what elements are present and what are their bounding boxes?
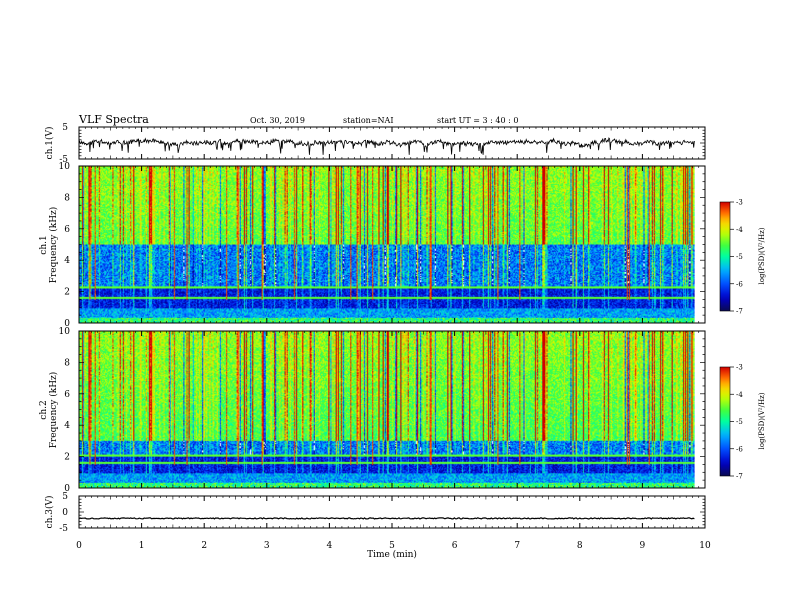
ch2-spectrogram-ytick-label: 10 bbox=[59, 327, 71, 337]
ch3-ytick-0: 0 bbox=[62, 508, 68, 518]
colorbar-tick-label: -6 bbox=[736, 445, 743, 453]
time-tick-label: 7 bbox=[514, 541, 520, 551]
ch2-spectrogram-ytick-label: 8 bbox=[64, 358, 70, 368]
ch1-spectrogram-image bbox=[79, 166, 705, 323]
ch2-colorbar-label: log(PSD)(V²/Hz) bbox=[758, 392, 766, 449]
ch3-waveform-series bbox=[78, 517, 695, 520]
colorbar-tick-label: -6 bbox=[736, 280, 743, 288]
time-axis-label: Time (min) bbox=[367, 549, 417, 560]
ch1-spectrogram-ytick-label: 10 bbox=[59, 162, 71, 172]
ch1-spectrogram-ytick-label: 4 bbox=[64, 256, 70, 266]
ch3-ytick-5: 5 bbox=[62, 492, 68, 502]
ch1-colorbar: -3 -4 -5 -6 -7 log(PSD)(V²/Hz) bbox=[719, 199, 766, 316]
colorbar-tick-label: -5 bbox=[736, 253, 743, 261]
header-station: station=NAI bbox=[343, 116, 393, 125]
ch1-ytick-neg5: -5 bbox=[59, 155, 68, 165]
ch1-spectrogram-ytick-label: 2 bbox=[64, 288, 70, 298]
header-date: Oct. 30, 2019 bbox=[250, 116, 305, 125]
colorbar-tick-label: -7 bbox=[736, 308, 743, 316]
ch2-spectrogram-panel: 0 2 4 6 8 10 ch.2 Frequency (kHz) bbox=[39, 327, 706, 494]
ch1-spectrogram-ylabel: Frequency (kHz) bbox=[48, 207, 59, 284]
ch2-spectrogram-ylabel: Frequency (kHz) bbox=[48, 372, 59, 449]
ch2-spectrogram-ytick-label: 6 bbox=[64, 390, 70, 400]
ch2-spectrogram-image bbox=[79, 331, 705, 488]
ch2-colorbar: -3 -4 -5 -6 -7 log(PSD)(V²/Hz) bbox=[719, 364, 766, 481]
ch1-waveform-panel: 5 -5 ch.1(V) bbox=[44, 123, 706, 165]
time-tick-label: 9 bbox=[640, 541, 646, 551]
ch3-waveform-ylabel: ch.3(V) bbox=[44, 496, 55, 529]
time-tick-label: 4 bbox=[327, 541, 333, 551]
header-start-time: start UT = 3 : 40 : 0 bbox=[437, 116, 518, 125]
ch1-colorbar-label: log(PSD)(V²/Hz) bbox=[758, 227, 766, 284]
ch3-waveform-ticks bbox=[78, 495, 706, 529]
colorbar-tick-label: -4 bbox=[736, 226, 743, 234]
ch2-spectrogram-ticks bbox=[78, 330, 706, 489]
ch1-spectrogram-ytick-label: 8 bbox=[64, 193, 70, 203]
ch1-waveform-ylabel: ch.1(V) bbox=[44, 127, 55, 160]
colorbar-tick-label: -5 bbox=[736, 418, 743, 426]
time-tick-label: 6 bbox=[452, 541, 458, 551]
ch2-spectrogram-channel-label: ch.2 bbox=[39, 400, 49, 419]
time-tick-label: 5 bbox=[389, 541, 395, 551]
ch1-colorbar-ticks: -3 -4 -5 -6 -7 bbox=[730, 199, 743, 316]
ch1-spectrogram-ytick-labels: 0 2 4 6 8 10 bbox=[59, 162, 71, 329]
ch3-ytick-neg5: -5 bbox=[59, 524, 68, 534]
ch1-spectrogram-panel: 0 2 4 6 8 10 ch.1 Frequency (kHz) bbox=[39, 162, 706, 329]
ch2-spectrogram-ytick-labels: 0 2 4 6 8 10 bbox=[59, 327, 71, 494]
ch2-spectrogram-ytick-label: 0 bbox=[64, 484, 70, 494]
ch2-colorbar-ticks: -3 -4 -5 -6 -7 bbox=[730, 364, 743, 481]
ch1-colorbar-scale bbox=[719, 201, 731, 312]
ch3-waveform-panel: 5 0 -5 ch.3(V) bbox=[44, 492, 706, 534]
ch1-ytick-5: 5 bbox=[62, 123, 68, 133]
ch2-spectrogram-ytick-label: 4 bbox=[64, 421, 70, 431]
colorbar-tick-label: -4 bbox=[736, 391, 743, 399]
ch1-spectrogram-ytick-label: 6 bbox=[64, 225, 70, 235]
colorbar-tick-label: -7 bbox=[736, 473, 743, 481]
time-tick-label: 3 bbox=[264, 541, 270, 551]
ch1-waveform-series bbox=[78, 137, 695, 155]
ch1-spectrogram-channel-label: ch.1 bbox=[39, 235, 49, 254]
ch2-spectrogram-ytick-label: 2 bbox=[64, 453, 70, 463]
time-axis-tick-labels: 0 1 2 3 4 5 6 7 8 9 10 bbox=[76, 541, 711, 551]
ch1-waveform-ticks bbox=[78, 126, 706, 160]
figure-title: VLF Spectra bbox=[78, 113, 149, 126]
time-tick-label: 0 bbox=[76, 541, 82, 551]
colorbar-tick-label: -3 bbox=[736, 199, 743, 207]
time-tick-label: 1 bbox=[139, 541, 145, 551]
time-tick-label: 10 bbox=[699, 541, 711, 551]
ch1-spectrogram-ticks bbox=[78, 165, 706, 324]
colorbar-tick-label: -3 bbox=[736, 364, 743, 372]
time-tick-label: 2 bbox=[201, 541, 207, 551]
time-tick-label: 8 bbox=[577, 541, 583, 551]
ch1-spectrogram-ytick-label: 0 bbox=[64, 319, 70, 329]
ch2-colorbar-scale bbox=[719, 366, 731, 477]
